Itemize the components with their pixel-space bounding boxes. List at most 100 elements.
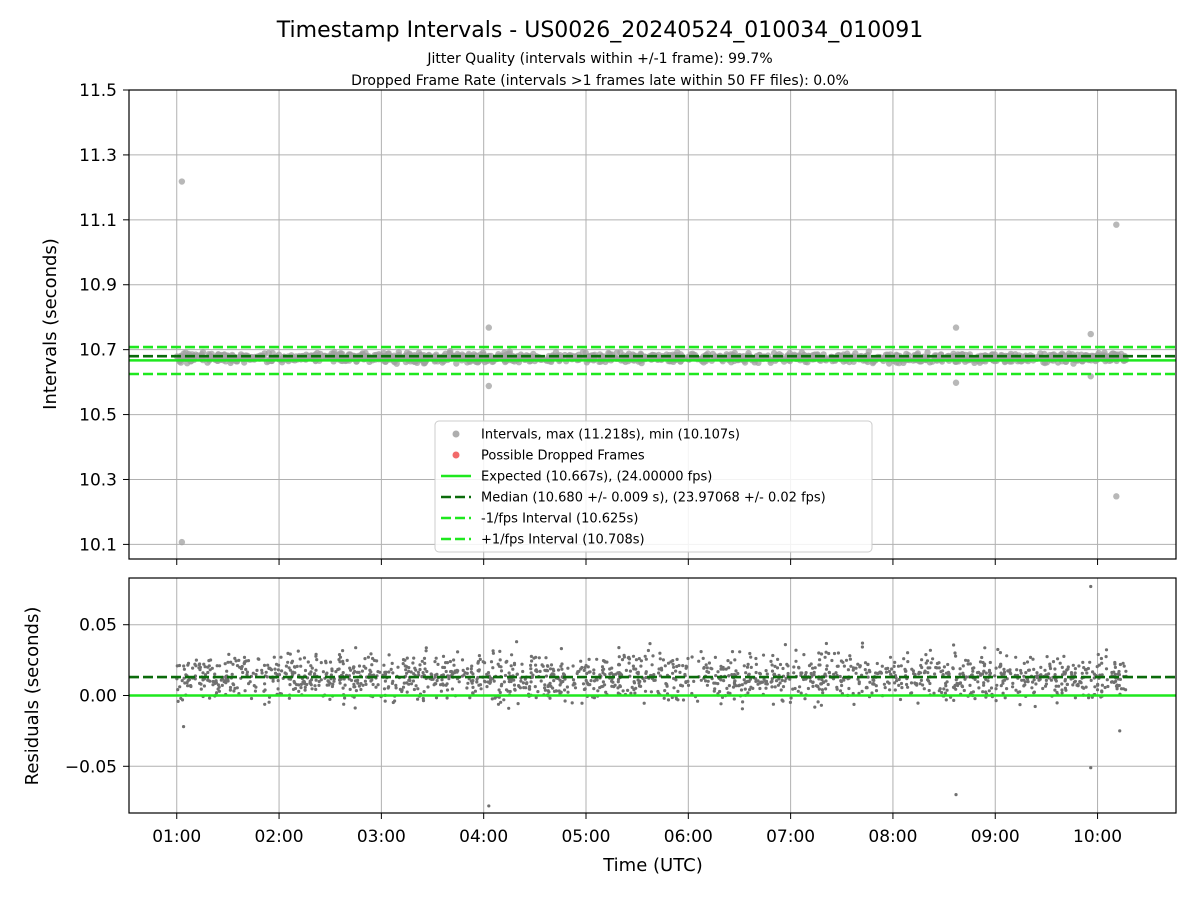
data-point bbox=[1095, 665, 1099, 669]
data-point bbox=[944, 698, 948, 702]
data-point bbox=[332, 679, 336, 683]
data-point bbox=[964, 658, 968, 662]
data-point bbox=[827, 670, 831, 675]
data-point bbox=[266, 663, 270, 667]
data-point bbox=[357, 664, 362, 668]
data-point bbox=[961, 664, 965, 668]
data-point bbox=[536, 690, 540, 694]
data-point bbox=[1071, 683, 1075, 687]
data-point bbox=[736, 671, 740, 676]
data-point bbox=[839, 680, 844, 684]
data-point bbox=[849, 664, 853, 668]
data-point bbox=[1038, 677, 1042, 681]
data-point bbox=[666, 661, 671, 665]
data-point bbox=[624, 668, 629, 673]
x-tick-label: 04:00 bbox=[459, 827, 508, 847]
data-point bbox=[497, 688, 501, 692]
chart-subtitle-jitter: Jitter Quality (intervals within +/-1 fr… bbox=[426, 51, 772, 67]
data-point bbox=[465, 671, 469, 676]
data-point bbox=[1122, 664, 1126, 668]
data-point bbox=[1056, 657, 1060, 661]
data-point bbox=[325, 683, 329, 687]
data-point bbox=[973, 677, 977, 682]
data-point bbox=[248, 680, 252, 684]
data-point bbox=[466, 681, 470, 685]
data-point bbox=[644, 671, 648, 676]
data-point bbox=[182, 676, 186, 680]
data-point bbox=[830, 658, 834, 663]
data-point bbox=[626, 688, 630, 693]
data-point bbox=[509, 679, 513, 684]
data-point bbox=[411, 661, 415, 665]
data-point bbox=[424, 646, 428, 650]
data-point bbox=[360, 669, 364, 673]
data-point bbox=[255, 668, 259, 673]
data-point bbox=[334, 670, 338, 674]
data-point bbox=[530, 659, 534, 663]
data-point bbox=[425, 669, 429, 674]
data-point bbox=[617, 646, 621, 650]
data-point bbox=[206, 678, 210, 682]
data-point bbox=[299, 686, 303, 690]
data-point bbox=[253, 689, 257, 693]
data-point bbox=[863, 661, 868, 665]
data-point bbox=[814, 684, 819, 688]
data-point bbox=[1071, 663, 1075, 667]
data-point bbox=[543, 686, 547, 690]
data-point bbox=[1045, 655, 1049, 659]
data-point bbox=[308, 681, 312, 685]
data-point bbox=[630, 685, 634, 690]
data-point bbox=[741, 700, 745, 704]
data-point bbox=[771, 653, 775, 658]
data-point bbox=[749, 655, 753, 659]
data-point bbox=[363, 679, 367, 683]
data-point bbox=[745, 349, 752, 357]
top-panel-reference-lines bbox=[129, 345, 1176, 376]
data-point bbox=[352, 665, 356, 669]
data-point bbox=[1073, 667, 1077, 671]
data-point bbox=[191, 666, 195, 670]
data-point bbox=[271, 679, 275, 683]
data-point bbox=[1043, 668, 1047, 672]
outlier-point bbox=[485, 382, 492, 390]
data-point bbox=[639, 659, 644, 663]
data-point bbox=[1106, 684, 1110, 689]
outlier-point bbox=[954, 792, 958, 797]
data-point bbox=[445, 688, 450, 692]
data-point bbox=[369, 679, 373, 683]
data-point bbox=[675, 664, 679, 669]
data-point bbox=[904, 669, 908, 673]
data-point bbox=[634, 686, 638, 690]
data-point bbox=[981, 690, 985, 694]
data-point bbox=[207, 664, 211, 668]
data-point bbox=[825, 664, 829, 668]
data-point bbox=[663, 689, 667, 693]
data-point bbox=[580, 701, 584, 705]
data-point bbox=[681, 698, 686, 702]
data-point bbox=[1032, 678, 1036, 682]
data-point bbox=[925, 659, 930, 663]
data-point bbox=[343, 683, 347, 687]
data-point bbox=[414, 684, 418, 688]
data-point bbox=[197, 666, 201, 670]
data-point bbox=[1073, 679, 1077, 683]
data-point bbox=[512, 678, 516, 682]
data-point bbox=[180, 698, 185, 702]
data-point bbox=[186, 684, 190, 688]
data-point bbox=[824, 687, 828, 691]
data-point bbox=[937, 661, 941, 665]
data-point bbox=[1044, 682, 1048, 686]
data-point bbox=[601, 668, 605, 672]
data-point bbox=[610, 679, 614, 683]
data-point bbox=[229, 660, 233, 664]
data-point bbox=[890, 667, 894, 671]
data-point bbox=[241, 670, 245, 675]
data-point bbox=[1053, 673, 1057, 677]
data-point bbox=[811, 680, 815, 685]
data-point bbox=[497, 664, 501, 668]
data-point bbox=[325, 671, 329, 675]
data-point bbox=[631, 664, 636, 668]
data-point bbox=[675, 697, 679, 701]
data-point bbox=[302, 656, 307, 660]
data-point bbox=[382, 687, 387, 691]
